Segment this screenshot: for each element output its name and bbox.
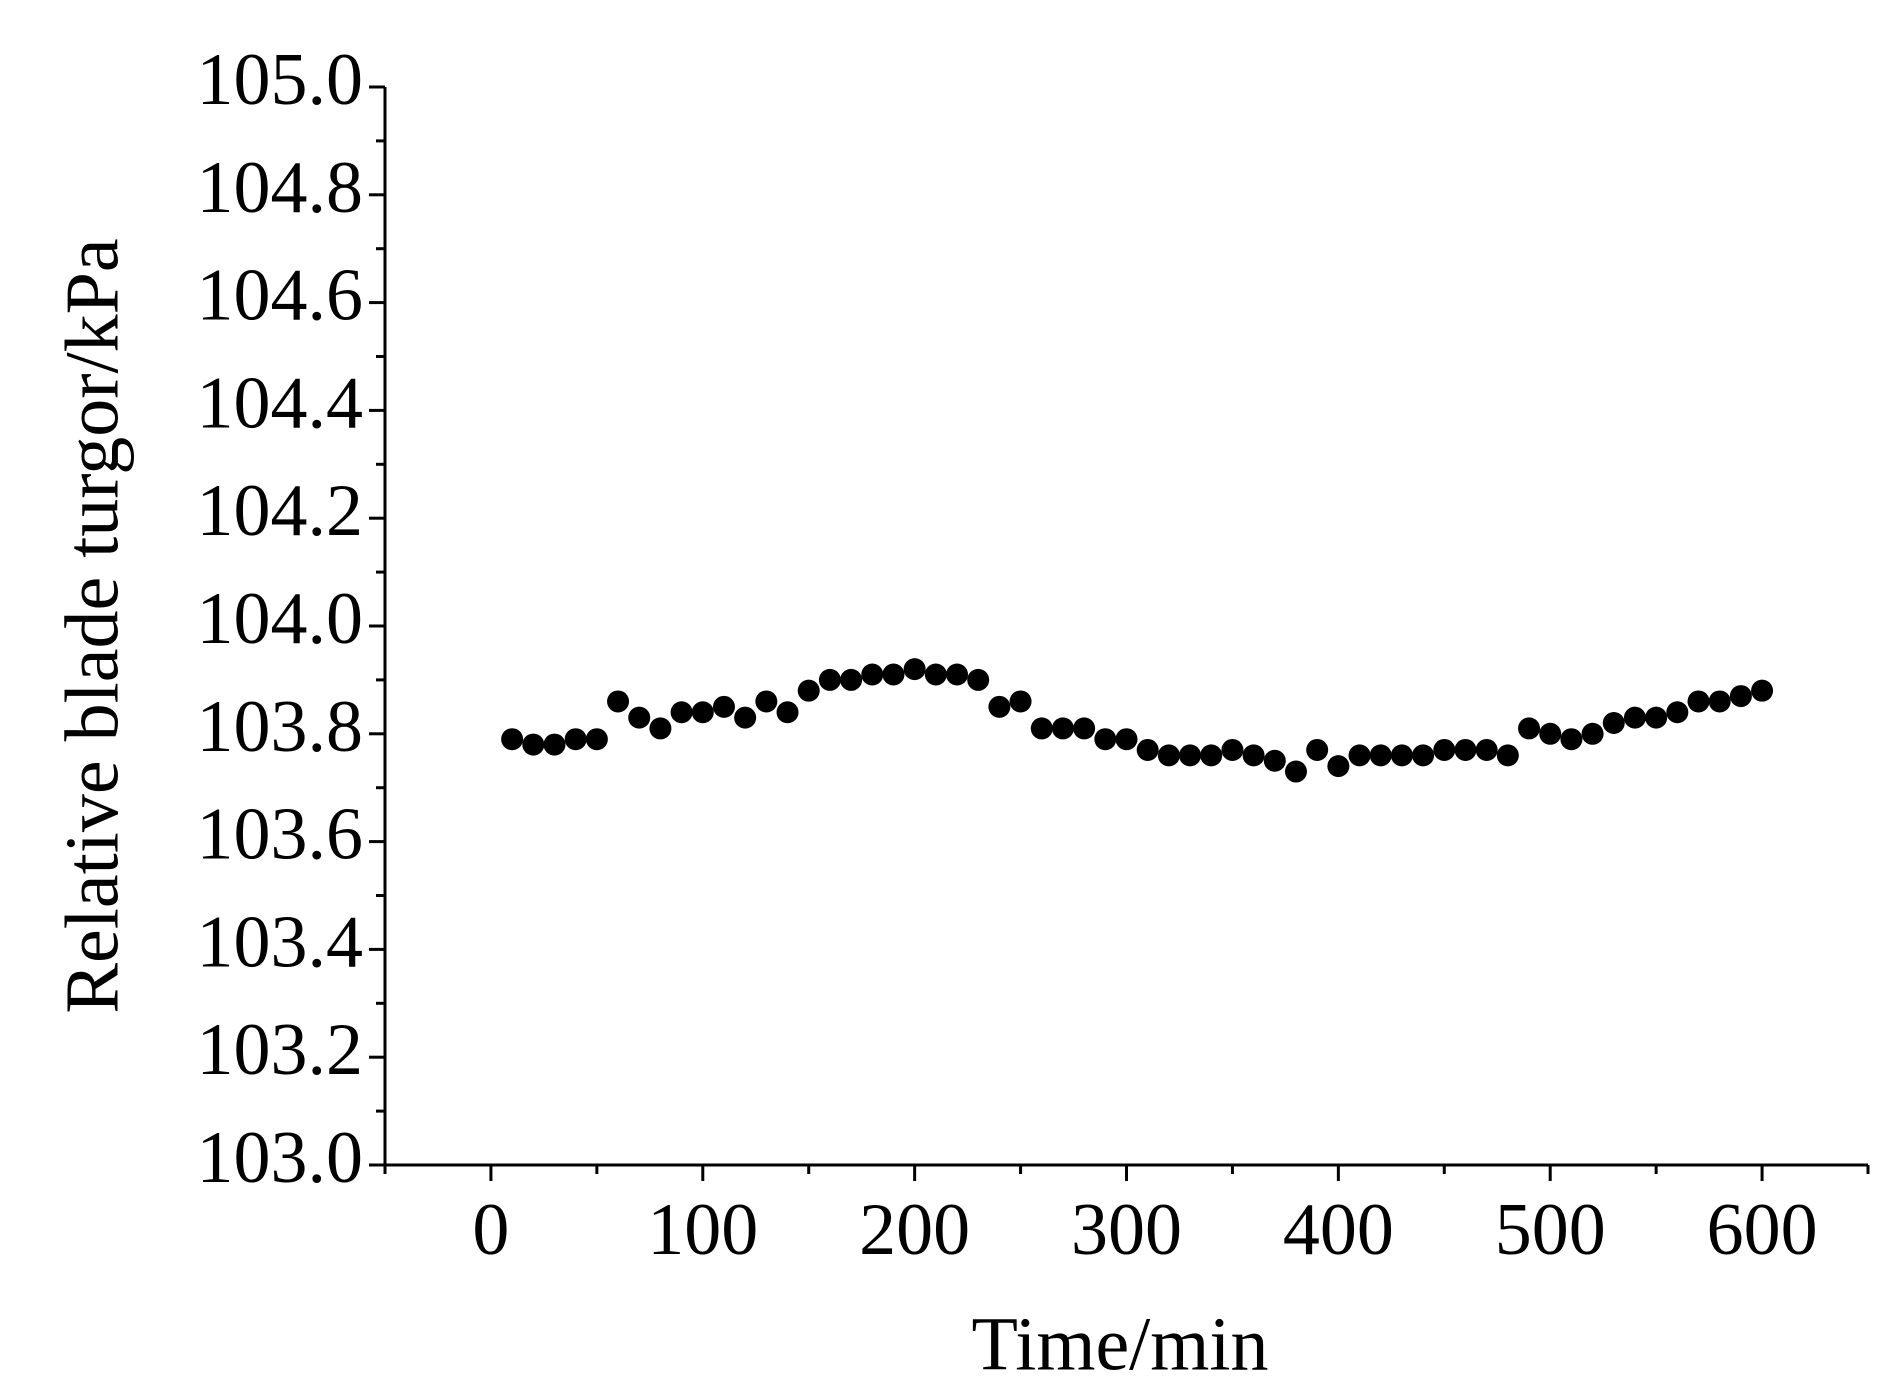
y-axis-title: Relative blade turgor/kPa	[50, 238, 134, 1013]
x-tick-label: 600	[1707, 1189, 1818, 1271]
data-point	[1284, 760, 1307, 783]
data-point	[1454, 738, 1477, 761]
data-point	[1242, 744, 1265, 767]
x-tick-label: 300	[1071, 1189, 1182, 1271]
x-tick-label: 100	[647, 1189, 758, 1271]
data-point	[585, 728, 608, 751]
data-point	[1009, 690, 1032, 713]
x-tick-label: 500	[1495, 1189, 1606, 1271]
data-point	[1390, 744, 1413, 767]
y-tick-label: 104.4	[197, 362, 364, 444]
data-point	[1030, 717, 1053, 740]
data-point	[522, 733, 545, 756]
data-point	[1327, 755, 1350, 778]
y-tick-label: 103.8	[197, 686, 364, 768]
data-point	[543, 733, 566, 756]
x-axis-title: Time/min	[971, 1302, 1268, 1386]
data-point	[712, 695, 735, 718]
y-tick-label: 103.0	[197, 1117, 364, 1199]
data-point	[924, 663, 947, 686]
data-point	[734, 706, 757, 729]
y-tick-label: 103.4	[197, 901, 364, 983]
data-point	[564, 728, 587, 751]
data-point	[861, 663, 884, 686]
data-point	[840, 668, 863, 691]
data-point	[988, 695, 1011, 718]
data-point	[1751, 679, 1774, 702]
y-tick-label: 105.0	[197, 39, 364, 121]
data-point	[1645, 706, 1668, 729]
data-point	[1263, 749, 1286, 772]
x-tick-label: 200	[859, 1189, 970, 1271]
data-point	[1581, 722, 1604, 745]
data-point	[1687, 690, 1710, 713]
data-point	[691, 701, 714, 724]
data-point	[607, 690, 630, 713]
data-point	[1518, 717, 1541, 740]
data-point	[882, 663, 905, 686]
data-point	[1496, 744, 1519, 767]
data-point	[797, 679, 820, 702]
y-tick-label: 103.2	[197, 1009, 364, 1091]
x-tick-label: 400	[1283, 1189, 1394, 1271]
y-tick-label: 104.8	[197, 147, 364, 229]
data-point	[1221, 738, 1244, 761]
data-point	[1708, 690, 1731, 713]
data-point	[1200, 744, 1223, 767]
data-point	[1179, 744, 1202, 767]
data-point	[1348, 744, 1371, 767]
data-point	[967, 668, 990, 691]
y-tick-label: 103.6	[197, 794, 364, 876]
data-point	[1729, 685, 1752, 708]
data-point	[776, 701, 799, 724]
data-point	[1560, 728, 1583, 751]
data-point	[1115, 728, 1138, 751]
data-point	[1094, 728, 1117, 751]
data-point	[1136, 738, 1159, 761]
data-point	[501, 728, 524, 751]
y-tick-label: 104.2	[197, 470, 364, 552]
data-point	[1433, 738, 1456, 761]
data-point	[1539, 722, 1562, 745]
data-point	[1051, 717, 1074, 740]
data-point	[628, 706, 651, 729]
data-point	[1602, 712, 1625, 735]
data-point	[1666, 701, 1689, 724]
data-point	[755, 690, 778, 713]
data-point	[1412, 744, 1435, 767]
data-point	[1623, 706, 1646, 729]
data-point	[649, 717, 672, 740]
y-tick-label: 104.6	[197, 255, 364, 337]
x-tick-label: 0	[472, 1189, 509, 1271]
data-point	[1073, 717, 1096, 740]
data-point	[1157, 744, 1180, 767]
data-point	[946, 663, 969, 686]
data-point	[1369, 744, 1392, 767]
data-point	[670, 701, 693, 724]
y-tick-label: 104.0	[197, 578, 364, 660]
data-point	[903, 658, 926, 681]
data-point	[1475, 738, 1498, 761]
data-point	[818, 668, 841, 691]
data-point	[1306, 738, 1329, 761]
